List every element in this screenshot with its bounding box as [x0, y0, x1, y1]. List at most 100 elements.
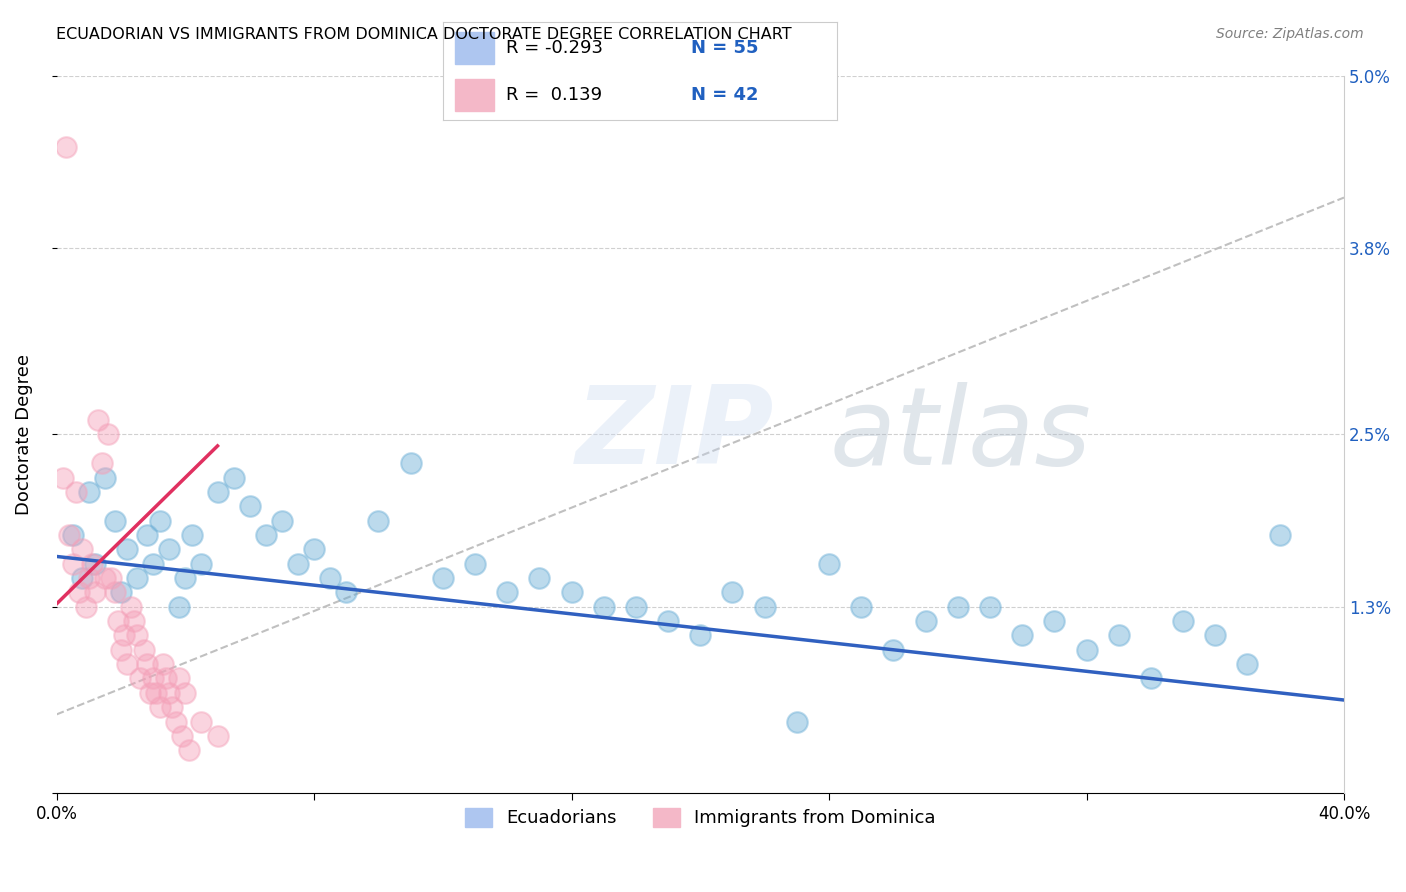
Point	[851, 599, 873, 614]
Point	[222, 470, 245, 484]
Point	[167, 672, 190, 686]
Point	[162, 700, 184, 714]
Point	[190, 557, 212, 571]
Point	[58, 528, 80, 542]
Point	[129, 672, 152, 686]
Text: Source: ZipAtlas.com: Source: ZipAtlas.com	[1216, 27, 1364, 41]
FancyBboxPatch shape	[454, 32, 494, 63]
Point	[125, 571, 148, 585]
Point	[174, 686, 197, 700]
Point	[100, 571, 122, 585]
Point	[432, 571, 454, 585]
Point	[142, 672, 165, 686]
Point	[77, 484, 100, 499]
Y-axis label: Doctorate Degree: Doctorate Degree	[15, 354, 32, 515]
Point	[152, 657, 174, 672]
Point	[180, 528, 202, 542]
Point	[287, 557, 309, 571]
Point	[818, 557, 841, 571]
Point	[689, 628, 711, 642]
Point	[55, 140, 77, 154]
Point	[882, 642, 904, 657]
Point	[1108, 628, 1130, 642]
Point	[271, 514, 294, 528]
Point	[1043, 614, 1066, 628]
Point	[94, 571, 117, 585]
Point	[979, 599, 1001, 614]
Point	[157, 542, 180, 557]
Point	[190, 714, 212, 729]
Point	[135, 657, 157, 672]
Text: atlas: atlas	[830, 382, 1091, 487]
Point	[367, 514, 389, 528]
Point	[110, 585, 132, 599]
Text: R =  0.139: R = 0.139	[506, 86, 602, 103]
Point	[157, 686, 180, 700]
Point	[1236, 657, 1258, 672]
Point	[155, 672, 177, 686]
Point	[624, 599, 647, 614]
Point	[84, 585, 107, 599]
Point	[142, 557, 165, 571]
Point	[117, 657, 139, 672]
Point	[90, 456, 112, 470]
Point	[94, 470, 117, 484]
Point	[1011, 628, 1033, 642]
Point	[72, 542, 94, 557]
Legend: Ecuadorians, Immigrants from Dominica: Ecuadorians, Immigrants from Dominica	[457, 801, 943, 835]
Point	[110, 642, 132, 657]
Point	[149, 514, 172, 528]
Point	[149, 700, 172, 714]
Point	[52, 470, 75, 484]
Point	[112, 628, 135, 642]
Point	[561, 585, 583, 599]
Text: N = 55: N = 55	[690, 39, 758, 57]
Point	[77, 571, 100, 585]
Point	[592, 599, 614, 614]
Point	[145, 686, 167, 700]
Point	[1076, 642, 1098, 657]
Point	[254, 528, 277, 542]
Point	[97, 427, 120, 442]
Point	[1140, 672, 1163, 686]
Point	[65, 484, 87, 499]
Point	[75, 599, 97, 614]
Point	[207, 729, 229, 743]
Point	[335, 585, 357, 599]
Point	[139, 686, 162, 700]
Point	[122, 614, 145, 628]
Point	[302, 542, 325, 557]
Point	[72, 571, 94, 585]
Point	[464, 557, 486, 571]
Point	[399, 456, 422, 470]
Point	[914, 614, 936, 628]
Point	[1268, 528, 1291, 542]
Point	[172, 729, 194, 743]
Point	[125, 628, 148, 642]
Point	[754, 599, 776, 614]
Text: ECUADORIAN VS IMMIGRANTS FROM DOMINICA DOCTORATE DEGREE CORRELATION CHART: ECUADORIAN VS IMMIGRANTS FROM DOMINICA D…	[56, 27, 792, 42]
Point	[174, 571, 197, 585]
Point	[165, 714, 187, 729]
Point	[103, 514, 125, 528]
Point	[177, 743, 200, 757]
Text: ZIP: ZIP	[575, 382, 773, 487]
Point	[721, 585, 744, 599]
Point	[167, 599, 190, 614]
Point	[946, 599, 969, 614]
Point	[120, 599, 142, 614]
Point	[87, 413, 110, 427]
Point	[529, 571, 551, 585]
Point	[1171, 614, 1194, 628]
Point	[657, 614, 679, 628]
Text: R = -0.293: R = -0.293	[506, 39, 603, 57]
Point	[135, 528, 157, 542]
Point	[319, 571, 342, 585]
Point	[117, 542, 139, 557]
Point	[496, 585, 519, 599]
Point	[84, 557, 107, 571]
Point	[1204, 628, 1226, 642]
Point	[107, 614, 129, 628]
Point	[67, 585, 90, 599]
Point	[132, 642, 155, 657]
